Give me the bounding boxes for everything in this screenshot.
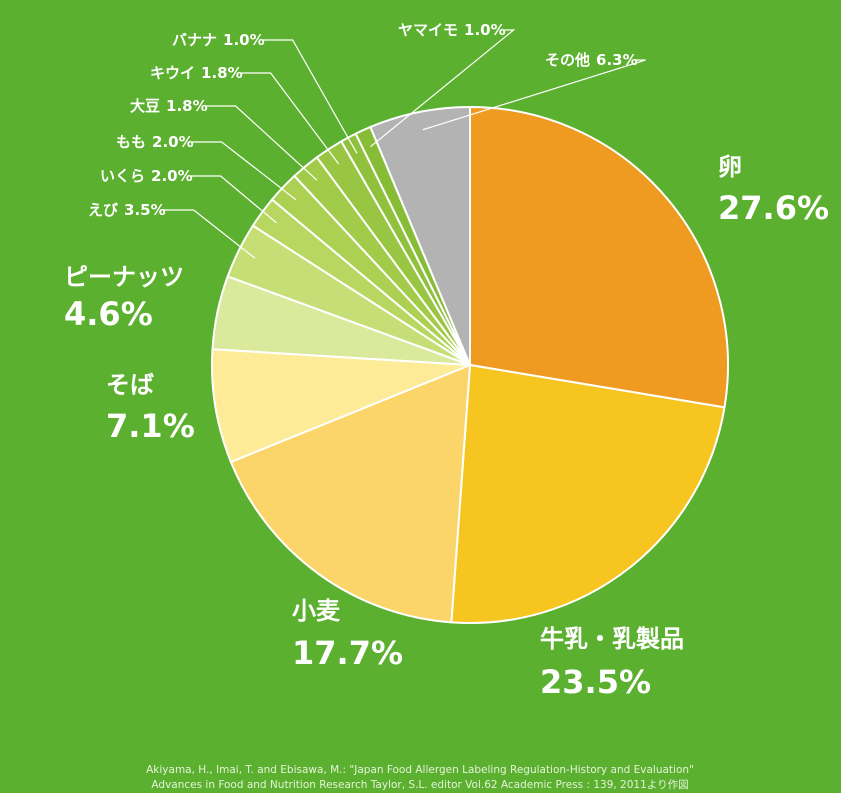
pie-slice	[229, 363, 472, 624]
slice-value-label: 1.8%	[166, 97, 208, 115]
slice-value-label: 1.8%	[201, 64, 243, 82]
slice-value-label: 1.0%	[223, 31, 265, 49]
slice-label: 小麦	[292, 597, 341, 625]
slice-value-label: 2.0%	[151, 167, 193, 185]
leader-line	[191, 141, 297, 201]
pie	[211, 105, 729, 624]
leader-line	[240, 72, 340, 165]
pie-slice	[450, 363, 726, 624]
slice-name: もも	[116, 133, 146, 151]
slice-name: いくら	[100, 167, 145, 185]
slice-name: キウイ	[150, 64, 195, 82]
source-line: Akiyama, H., Imai, T. and Ebisawa, M.: "…	[146, 764, 694, 776]
leader-line	[163, 209, 256, 259]
slice-name: ヤマイモ	[398, 21, 458, 39]
slice-label: えび 3.5%	[88, 201, 166, 219]
leader-line	[422, 59, 646, 131]
slice-value-label: 4.6%	[64, 295, 153, 333]
source-line: Advances in Food and Nutrition Research …	[151, 779, 688, 791]
slice-label: もも 2.0%	[116, 133, 194, 151]
slice-value-label: 6.3%	[596, 51, 638, 69]
slice-value-label: 2.0%	[152, 133, 194, 151]
leader-line	[190, 175, 278, 224]
slice-label: ヤマイモ 1.0%	[398, 21, 506, 39]
slice-name: えび	[88, 201, 118, 219]
leader-line	[205, 105, 318, 181]
slice-label: そば	[106, 371, 154, 399]
leader-line	[262, 39, 358, 154]
slice-value-label: 17.7%	[292, 634, 403, 672]
slice-label: バナナ 1.0%	[172, 31, 265, 49]
slice-label: いくら 2.0%	[100, 167, 193, 185]
slice-label: 牛乳・乳製品	[540, 625, 684, 653]
slice-name: 大豆	[130, 97, 160, 115]
slice-label: 大豆 1.8%	[130, 97, 208, 115]
slice-label: 卵	[718, 153, 742, 181]
slice-name: その他	[545, 51, 590, 69]
pie-slice	[469, 105, 729, 409]
slice-value-label: 7.1%	[106, 407, 195, 445]
slice-label: ピーナッツ	[64, 263, 184, 291]
pie-slice	[211, 348, 471, 464]
slice-value-label: 23.5%	[540, 663, 651, 701]
slice-value-label: 27.6%	[718, 189, 829, 227]
slice-label: その他 6.3%	[545, 51, 638, 69]
slice-value-label: 3.5%	[124, 201, 166, 219]
slice-value-label: 1.0%	[464, 21, 506, 39]
leader-line	[370, 29, 516, 148]
slice-name: バナナ	[172, 31, 217, 49]
slice-label: キウイ 1.8%	[150, 64, 243, 82]
pie-slice	[369, 105, 471, 366]
